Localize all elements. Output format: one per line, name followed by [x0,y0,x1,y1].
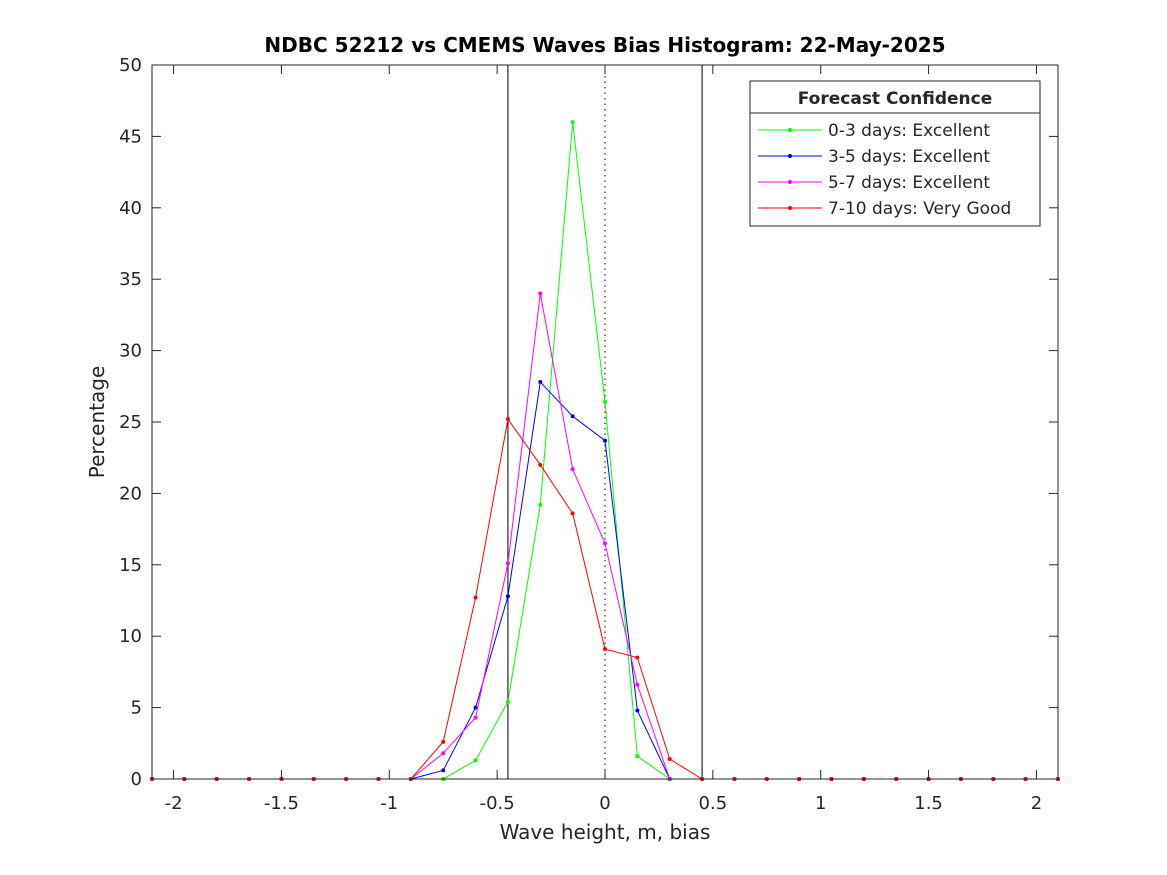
x-tick-label: 2 [1031,793,1042,814]
data-point [635,655,640,660]
y-tick-label: 45 [119,126,142,147]
data-point [505,561,510,566]
data-point [473,705,478,710]
data-point [635,708,640,713]
legend-marker [788,206,792,210]
y-tick-label: 35 [119,269,142,290]
legend-items: 0-3 days: Excellent 3-5 days: Excellent 5-… [758,121,1011,219]
data-point [473,715,478,720]
legend-marker [788,180,792,184]
data-point [635,754,640,759]
data-point [570,414,575,419]
x-axis-label: Wave height, m, bias [500,820,711,844]
reference-lines [507,65,703,779]
x-tick-label: -0.5 [480,793,515,814]
data-point [441,751,446,756]
y-tick-label: 25 [119,412,142,433]
data-point [603,438,607,443]
data-point [473,595,478,600]
x-tick-label: 1.5 [914,793,943,814]
data-point [667,757,672,762]
data-point [538,291,543,296]
axis-ticks: -2 -1.5 -1 -0.5 0 0.5 1 1.5 20510152025303540455… [119,55,1058,814]
x-tick-label: -1.5 [264,793,299,814]
data-point [570,120,575,125]
data-point [473,758,478,763]
data-point [603,400,607,405]
y-tick-label: 30 [119,341,142,362]
x-tick-label: 0.5 [699,793,728,814]
data-point [635,682,640,687]
legend-marker [788,154,792,158]
y-tick-label: 50 [119,55,142,76]
data-point [505,417,510,422]
data-point [441,768,446,773]
chart-title: NDBC 52212 vs CMEMS Waves Bias Histogram… [264,33,945,57]
x-tick-label: -1 [380,793,398,814]
data-point [441,739,446,744]
data-point [570,511,575,516]
data-point [505,594,510,599]
legend-marker [788,128,792,132]
data-point [505,699,510,704]
data-point [538,380,543,385]
y-tick-label: 20 [119,483,142,504]
legend-label: 7-10 days: Very Good [828,199,1011,219]
legend-label: 3-5 days: Excellent [828,147,990,167]
data-point [538,462,543,467]
data-point [570,467,575,472]
y-tick-label: 10 [119,626,142,647]
legend-label: 0-3 days: Excellent [828,121,990,141]
x-tick-label: 0 [599,793,610,814]
x-tick-label: 1 [815,793,826,814]
data-point [603,647,607,652]
y-tick-label: 15 [119,555,142,576]
y-tick-label: 5 [131,698,142,719]
legend-box [749,80,1041,227]
legend: Forecast Confidence 0-3 days: Excellent 3… [749,80,1041,227]
data-point [538,502,543,507]
data-point [603,541,607,546]
legend-label: 5-7 days: Excellent [828,173,990,193]
y-tick-label: 40 [119,198,142,219]
x-tick-label: -2 [165,793,183,814]
legend-title: Forecast Confidence [798,89,993,109]
y-axis-label: Percentage [85,366,109,479]
y-tick-label: 0 [131,769,142,790]
